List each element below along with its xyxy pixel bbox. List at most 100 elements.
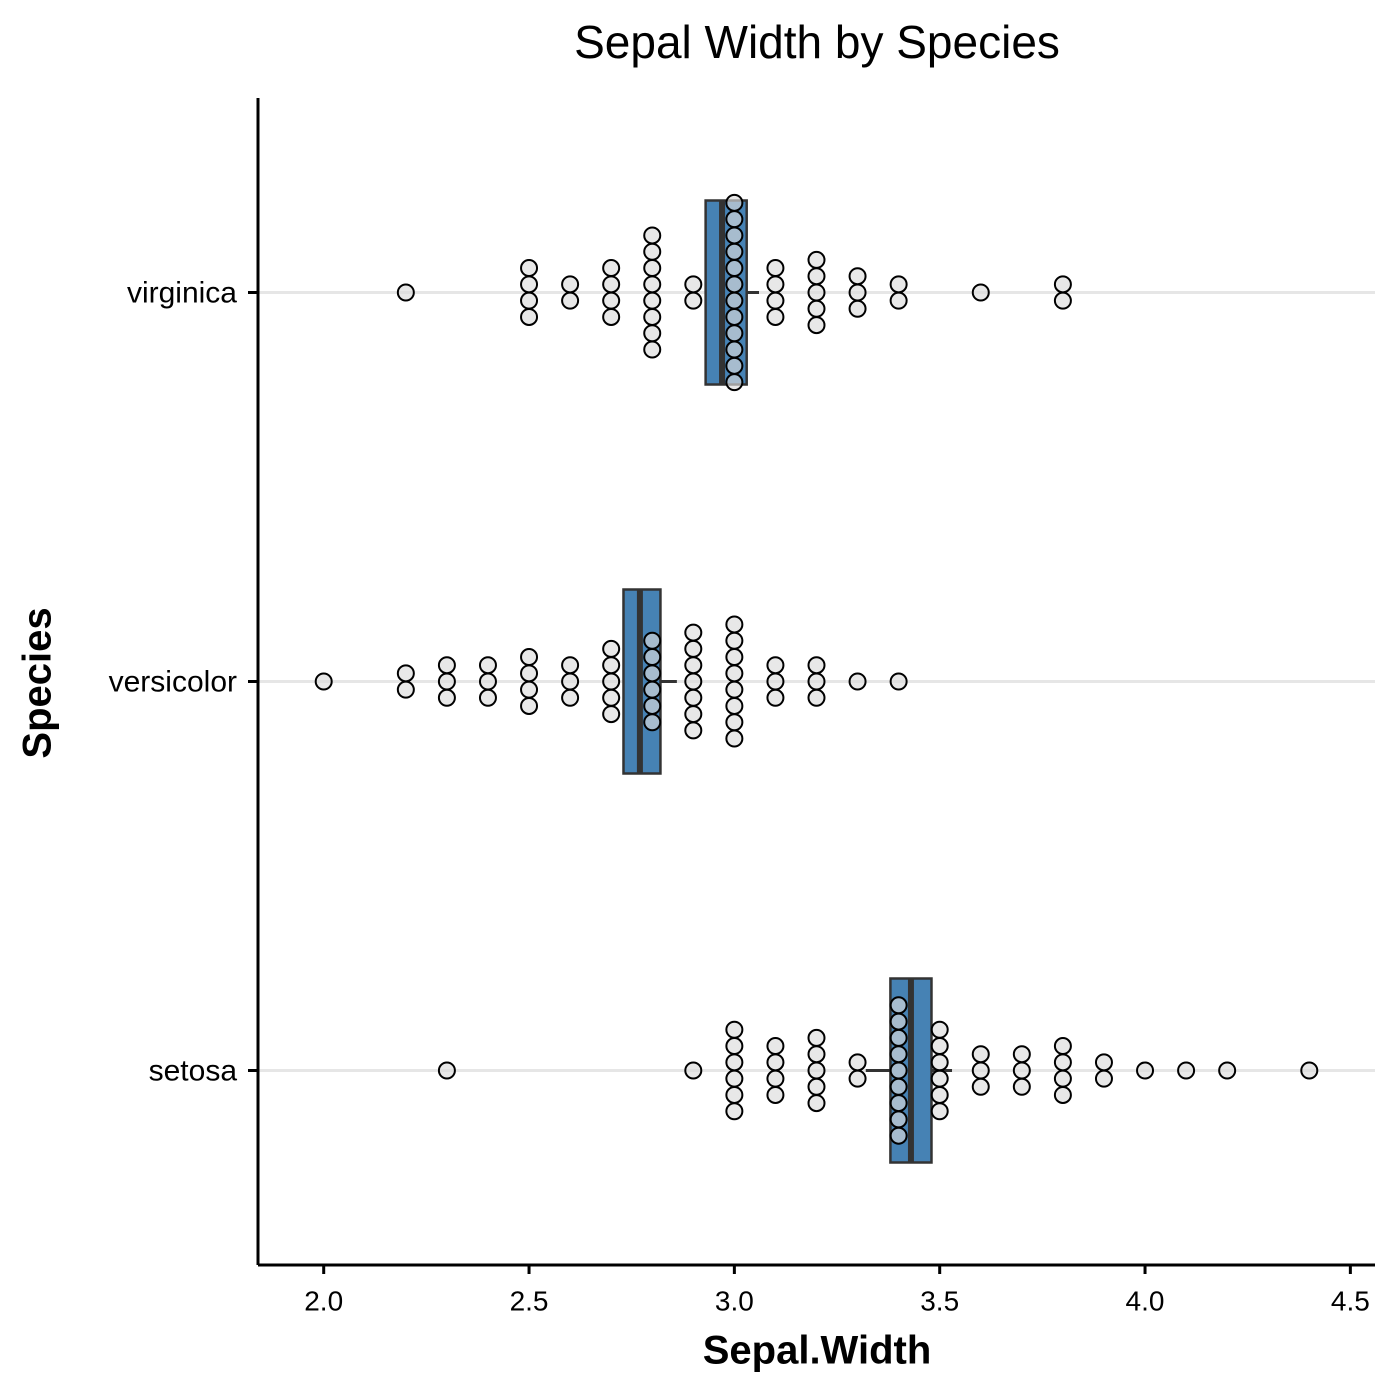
- dot: [930, 1037, 949, 1056]
- dot: [889, 1045, 908, 1064]
- dot: [766, 291, 785, 310]
- dot: [1053, 291, 1072, 310]
- dot: [725, 1069, 744, 1088]
- dot: [520, 648, 539, 667]
- dot: [643, 680, 662, 699]
- dot: [807, 299, 826, 318]
- dot: [520, 259, 539, 278]
- dot: [725, 664, 744, 683]
- dot: [725, 696, 744, 715]
- dot: [807, 1028, 826, 1047]
- dot: [520, 696, 539, 715]
- dot: [643, 648, 662, 667]
- dot: [807, 672, 826, 691]
- dot: [520, 680, 539, 699]
- dot: [807, 656, 826, 675]
- dot: [848, 1069, 867, 1088]
- dot: [602, 705, 621, 724]
- dot: [889, 1012, 908, 1031]
- dot: [725, 1020, 744, 1039]
- dot: [561, 688, 580, 707]
- dot: [971, 283, 990, 302]
- dot: [848, 672, 867, 691]
- dot: [561, 291, 580, 310]
- dot: [889, 1126, 908, 1145]
- dot: [889, 1061, 908, 1080]
- dot: [725, 307, 744, 326]
- dot: [725, 242, 744, 261]
- dot: [725, 193, 744, 212]
- dot: [930, 1020, 949, 1039]
- dot: [766, 1053, 785, 1072]
- dot: [725, 324, 744, 343]
- dot: [766, 259, 785, 278]
- dot: [684, 623, 703, 642]
- dot: [1053, 1053, 1072, 1072]
- dot: [889, 996, 908, 1015]
- y-axis-title: Species: [16, 607, 60, 758]
- dot: [930, 1102, 949, 1121]
- dot: [889, 1077, 908, 1096]
- dot: [396, 664, 415, 683]
- x-tick-label: 2.5: [510, 1285, 549, 1316]
- x-tick-label: 4.5: [1331, 1285, 1370, 1316]
- dot: [766, 1069, 785, 1088]
- dot: [684, 672, 703, 691]
- dot: [807, 250, 826, 269]
- dot: [643, 291, 662, 310]
- dot: [766, 656, 785, 675]
- dot: [437, 672, 456, 691]
- dot: [725, 356, 744, 375]
- x-tick-label: 3.5: [920, 1285, 959, 1316]
- dot: [725, 210, 744, 229]
- dot: [1012, 1045, 1031, 1064]
- dot: [725, 615, 744, 634]
- dot: [889, 1028, 908, 1047]
- dot: [725, 713, 744, 732]
- dot: [971, 1077, 990, 1096]
- dot: [766, 1085, 785, 1104]
- dot: [930, 1085, 949, 1104]
- dot: [725, 340, 744, 359]
- dot: [848, 1053, 867, 1072]
- dot: [643, 324, 662, 343]
- chart-title: Sepal Width by Species: [574, 16, 1060, 68]
- y-tick-label: virginica: [127, 276, 237, 309]
- dot: [1136, 1061, 1155, 1080]
- dot: [930, 1069, 949, 1088]
- dot: [1012, 1061, 1031, 1080]
- dot: [643, 259, 662, 278]
- dot: [725, 259, 744, 278]
- dot: [643, 340, 662, 359]
- dot: [848, 299, 867, 318]
- dot: [561, 656, 580, 675]
- dot: [684, 291, 703, 310]
- dot: [520, 275, 539, 294]
- dot: [807, 688, 826, 707]
- dot: [1012, 1077, 1031, 1096]
- x-tick-label: 4.0: [1126, 1285, 1165, 1316]
- dot: [725, 729, 744, 748]
- dot: [889, 672, 908, 691]
- dot: [602, 307, 621, 326]
- dot: [848, 267, 867, 286]
- dot: [766, 672, 785, 691]
- dot: [725, 373, 744, 392]
- x-axis-title: Sepal.Width: [703, 1329, 932, 1373]
- dot: [396, 680, 415, 699]
- dot: [766, 1037, 785, 1056]
- dot: [684, 656, 703, 675]
- dot: [807, 1094, 826, 1113]
- dot: [561, 672, 580, 691]
- x-tick-label: 3.0: [715, 1285, 754, 1316]
- dot: [725, 648, 744, 667]
- dot: [561, 275, 580, 294]
- box: [704, 199, 748, 386]
- dot: [396, 283, 415, 302]
- dot: [1094, 1069, 1113, 1088]
- dot: [725, 1085, 744, 1104]
- dot: [766, 688, 785, 707]
- dot: [725, 291, 744, 310]
- x-tick-label: 2.0: [304, 1285, 343, 1316]
